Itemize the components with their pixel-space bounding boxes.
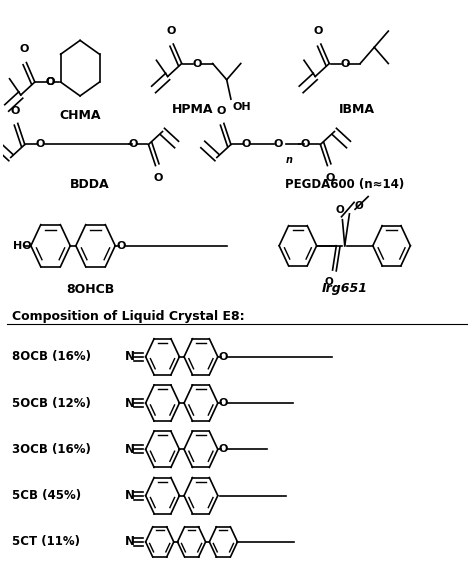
Text: 8OCB (16%): 8OCB (16%): [12, 350, 91, 363]
Text: O: O: [11, 106, 20, 116]
Text: O: O: [192, 58, 202, 68]
Text: O: O: [340, 58, 349, 68]
Text: N: N: [125, 536, 135, 548]
Text: O: O: [128, 140, 137, 150]
Text: 3OCB (16%): 3OCB (16%): [12, 443, 91, 456]
Text: O: O: [116, 241, 126, 251]
Text: O: O: [46, 77, 55, 87]
Text: Irg651: Irg651: [322, 281, 368, 294]
Text: 8OHCB: 8OHCB: [67, 283, 115, 296]
Text: O: O: [354, 201, 363, 211]
Text: O: O: [166, 26, 176, 36]
Text: O: O: [153, 173, 163, 183]
Text: 5OCB (12%): 5OCB (12%): [12, 397, 91, 409]
Text: HPMA: HPMA: [172, 103, 213, 116]
Text: PEGDA600 (n≈14): PEGDA600 (n≈14): [285, 178, 404, 191]
Text: N: N: [125, 350, 135, 363]
Text: Composition of Liquid Crystal E8:: Composition of Liquid Crystal E8:: [12, 310, 245, 322]
Text: HO: HO: [13, 241, 32, 251]
Text: O: O: [273, 140, 283, 150]
Text: O: O: [36, 140, 45, 150]
Text: O: O: [219, 398, 228, 408]
Text: O: O: [219, 444, 228, 454]
Text: O: O: [219, 352, 228, 361]
Text: 5CB (45%): 5CB (45%): [12, 489, 81, 502]
Text: O: O: [46, 77, 55, 87]
Text: N: N: [125, 443, 135, 456]
Text: O: O: [242, 140, 251, 150]
Text: O: O: [325, 173, 335, 183]
Text: 5CT (11%): 5CT (11%): [12, 536, 80, 548]
Text: N: N: [125, 489, 135, 502]
Text: CHMA: CHMA: [59, 109, 101, 121]
Text: BDDA: BDDA: [70, 178, 109, 191]
Text: O: O: [19, 44, 29, 54]
Text: O: O: [324, 277, 333, 287]
Text: n: n: [286, 155, 293, 165]
Text: O: O: [217, 106, 226, 116]
Text: O: O: [300, 140, 310, 150]
Text: N: N: [125, 397, 135, 409]
Text: OH: OH: [232, 102, 251, 112]
Text: O: O: [314, 26, 323, 36]
Text: O: O: [336, 205, 345, 215]
Text: IBMA: IBMA: [338, 103, 374, 116]
